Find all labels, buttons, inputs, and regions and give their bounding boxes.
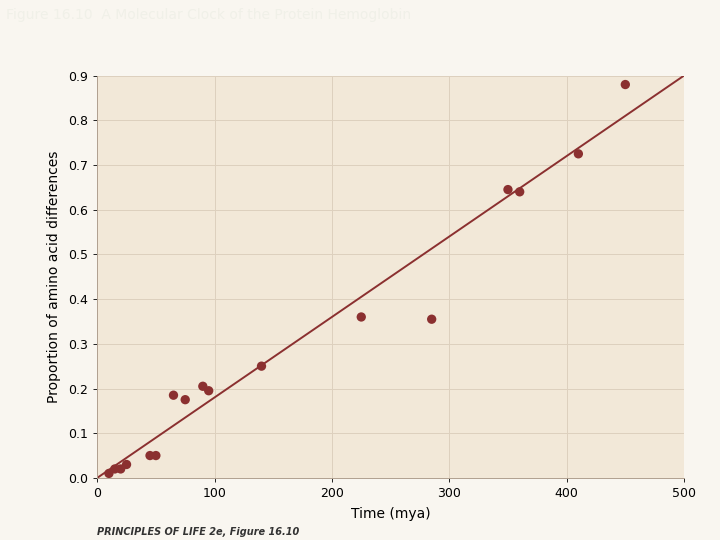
Point xyxy=(572,150,584,158)
Point xyxy=(426,315,438,323)
Point xyxy=(203,387,215,395)
Point xyxy=(356,313,367,321)
Point xyxy=(103,469,114,478)
Point xyxy=(121,460,132,469)
Point xyxy=(150,451,161,460)
Point xyxy=(144,451,156,460)
Y-axis label: Proportion of amino acid differences: Proportion of amino acid differences xyxy=(48,151,61,403)
Point xyxy=(619,80,631,89)
X-axis label: Time (mya): Time (mya) xyxy=(351,507,431,521)
Point xyxy=(514,187,526,196)
Text: PRINCIPLES OF LIFE 2e, Figure 16.10: PRINCIPLES OF LIFE 2e, Figure 16.10 xyxy=(97,527,300,537)
Point xyxy=(197,382,209,390)
Point xyxy=(503,185,514,194)
Point xyxy=(256,362,267,370)
Point xyxy=(179,395,191,404)
Point xyxy=(168,391,179,400)
Point xyxy=(115,464,127,473)
Text: © 2015 Sinauer Associates, Inc.: © 2015 Sinauer Associates, Inc. xyxy=(97,538,254,540)
Text: Figure 16.10  A Molecular Clock of the Protein Hemoglobin: Figure 16.10 A Molecular Clock of the Pr… xyxy=(6,9,411,22)
Point xyxy=(109,464,120,473)
